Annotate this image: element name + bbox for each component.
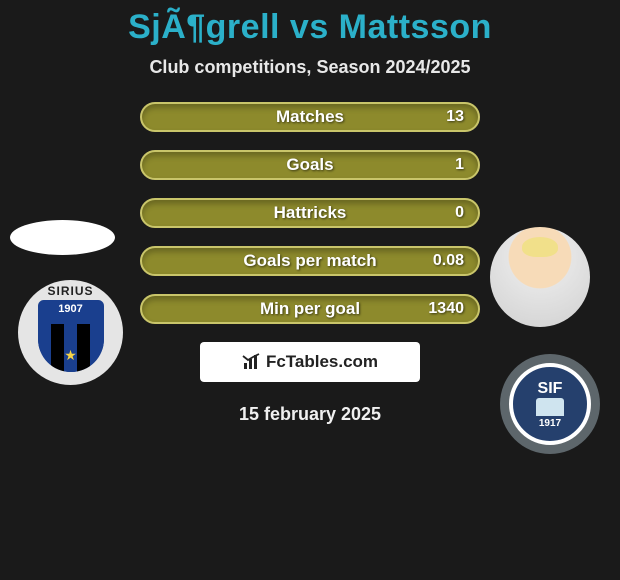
left-club-name: SIRIUS [34,284,108,298]
comparison-infographic: SjÃ¶grell vs Mattsson Club competitions,… [0,0,620,580]
stat-label: Matches [142,104,478,130]
stat-value-right: 1 [455,152,464,178]
star-icon: ★ [64,347,77,364]
branding-text: FcTables.com [266,352,378,372]
left-player-avatar [10,220,115,255]
stat-row: Hattricks 0 [140,198,480,228]
page-title: SjÃ¶grell vs Mattsson [0,8,620,47]
bar-chart-icon [242,353,262,371]
right-club-name: SIF [538,380,563,398]
stat-value-right: 1340 [428,296,464,322]
stats-area: SIRIUS 1907 ★ SIF 1917 Matche [0,102,620,324]
sif-shield-icon: SIF 1917 [509,363,591,445]
right-player-avatar [490,227,590,327]
castle-icon [536,398,564,416]
stat-label: Hattricks [142,200,478,226]
stat-label: Goals per match [142,248,478,274]
stat-row: Matches 13 [140,102,480,132]
stat-pill: Hattricks 0 [140,198,480,228]
branding-bar: FcTables.com [200,342,420,382]
stat-row: Goals per match 0.08 [140,246,480,276]
sirius-shield-icon: SIRIUS 1907 ★ [34,290,108,376]
right-club-badge: SIF 1917 [500,354,600,454]
stat-value-right: 13 [446,104,464,130]
stat-value-right: 0 [455,200,464,226]
stat-pill: Matches 13 [140,102,480,132]
stat-label: Goals [142,152,478,178]
stat-row: Goals 1 [140,150,480,180]
stat-pill: Min per goal 1340 [140,294,480,324]
stat-row: Min per goal 1340 [140,294,480,324]
stat-pill: Goals 1 [140,150,480,180]
stat-value-right: 0.08 [433,248,464,274]
left-club-badge: SIRIUS 1907 ★ [18,280,123,385]
page-subtitle: Club competitions, Season 2024/2025 [0,57,620,78]
stat-pill: Goals per match 0.08 [140,246,480,276]
left-club-year: 1907 [38,300,104,315]
right-club-year: 1917 [539,418,561,429]
